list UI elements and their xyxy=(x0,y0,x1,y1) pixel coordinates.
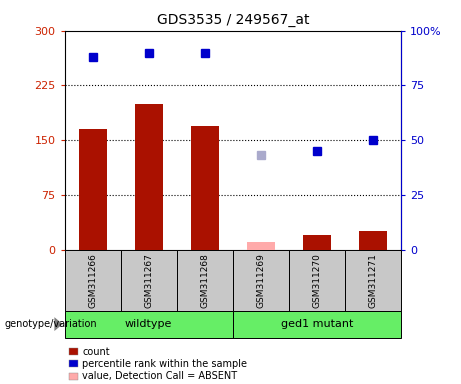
Text: genotype/variation: genotype/variation xyxy=(5,319,97,329)
Bar xyxy=(289,250,345,311)
Bar xyxy=(65,311,233,338)
Bar xyxy=(121,250,177,311)
Bar xyxy=(303,235,331,250)
Bar xyxy=(233,311,401,338)
Text: ged1 mutant: ged1 mutant xyxy=(281,319,353,329)
Bar xyxy=(191,126,219,250)
Bar xyxy=(135,104,163,250)
Text: GSM311268: GSM311268 xyxy=(200,253,209,308)
Bar xyxy=(177,250,233,311)
Legend: count, percentile rank within the sample, value, Detection Call = ABSENT, rank, : count, percentile rank within the sample… xyxy=(70,347,247,384)
Bar xyxy=(65,250,121,311)
Text: GSM311266: GSM311266 xyxy=(88,253,97,308)
Bar xyxy=(78,129,106,250)
Text: GSM311270: GSM311270 xyxy=(313,253,321,308)
Text: GSM311271: GSM311271 xyxy=(368,253,378,308)
Title: GDS3535 / 249567_at: GDS3535 / 249567_at xyxy=(157,13,309,27)
Bar xyxy=(345,250,401,311)
Bar xyxy=(233,250,289,311)
Text: wildtype: wildtype xyxy=(125,319,172,329)
Bar xyxy=(247,242,275,250)
Bar xyxy=(359,231,387,250)
Polygon shape xyxy=(54,317,63,331)
Text: GSM311269: GSM311269 xyxy=(256,253,266,308)
Text: GSM311267: GSM311267 xyxy=(144,253,153,308)
